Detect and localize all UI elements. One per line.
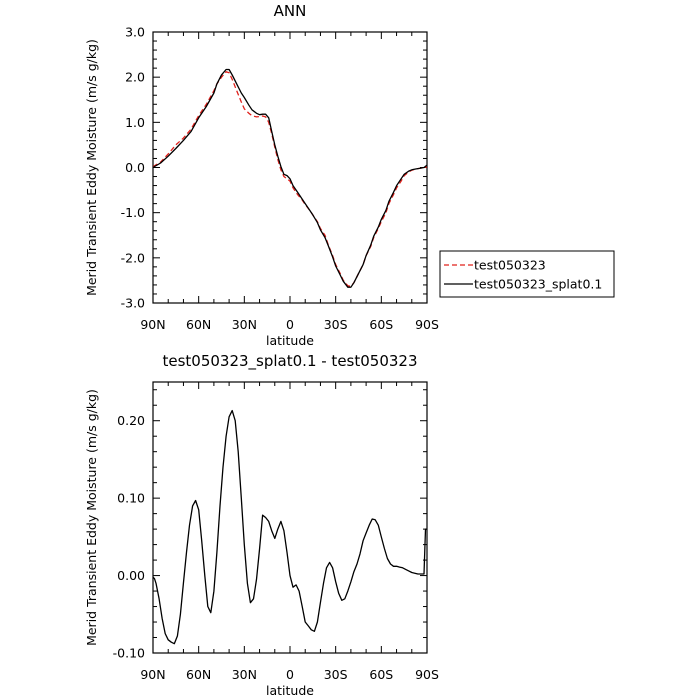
y-tick-label: 0.20 bbox=[117, 413, 145, 428]
x-tick-label: 60N bbox=[186, 667, 211, 682]
y-tick-label: 0.0 bbox=[125, 160, 145, 175]
plot-frame bbox=[152, 31, 428, 304]
x-tick-label: 30N bbox=[232, 317, 257, 332]
x-tick-label: 0 bbox=[286, 317, 294, 332]
series-line-2 bbox=[153, 68, 427, 288]
chart-panel-1: ANN 90N 60N 30N 0 30S 60S 90S -3.0 -2.0 -1.0 0.0 1.0… bbox=[84, 2, 615, 348]
legend-label: test050323 bbox=[474, 258, 546, 273]
y-tick-label: -1.0 bbox=[121, 205, 145, 220]
y-tick-label: -0.10 bbox=[113, 646, 145, 661]
y-tick-label: 3.0 bbox=[125, 25, 145, 40]
y-tick-label: 0.00 bbox=[117, 568, 145, 583]
x-tick-label: 60N bbox=[186, 317, 211, 332]
x-tick-label: 90N bbox=[140, 667, 165, 682]
y-axis-label: Merid Transient Eddy Moisture (m/s g/kg) bbox=[84, 389, 99, 646]
chart-title: ANN bbox=[274, 2, 307, 20]
legend-label: test050323_splat0.1 bbox=[474, 277, 602, 292]
x-axis-label: latitude bbox=[266, 333, 314, 348]
y-axis-label: Merid Transient Eddy Moisture (m/s g/kg) bbox=[84, 39, 99, 296]
series-line-1 bbox=[153, 409, 427, 645]
chart-panel-2: test050323_splat0.1 - test050323 90N 60N 30… bbox=[84, 352, 439, 698]
x-tick-label: 60S bbox=[369, 317, 393, 332]
y-tick-label: 1.0 bbox=[125, 115, 145, 130]
y-tick-label: -2.0 bbox=[121, 250, 145, 265]
x-tick-label: 30S bbox=[324, 667, 348, 682]
chart-title: test050323_splat0.1 - test050323 bbox=[162, 352, 417, 371]
x-tick-label: 30N bbox=[232, 667, 257, 682]
x-tick-label: 60S bbox=[369, 667, 393, 682]
legend-box bbox=[439, 250, 615, 298]
legend: test050323 test050323_splat0.1 bbox=[439, 250, 615, 298]
y-tick-label: 2.0 bbox=[125, 70, 145, 85]
x-tick-label: 30S bbox=[324, 317, 348, 332]
plot-frame bbox=[152, 381, 428, 654]
y-tick-label: -3.0 bbox=[121, 296, 145, 311]
y-tick-label: 0.10 bbox=[117, 491, 145, 506]
x-tick-label: 90S bbox=[415, 317, 439, 332]
x-tick-label: 0 bbox=[286, 667, 294, 682]
x-axis-label: latitude bbox=[266, 683, 314, 698]
x-tick-label: 90N bbox=[140, 317, 165, 332]
x-tick-label: 90S bbox=[415, 667, 439, 682]
